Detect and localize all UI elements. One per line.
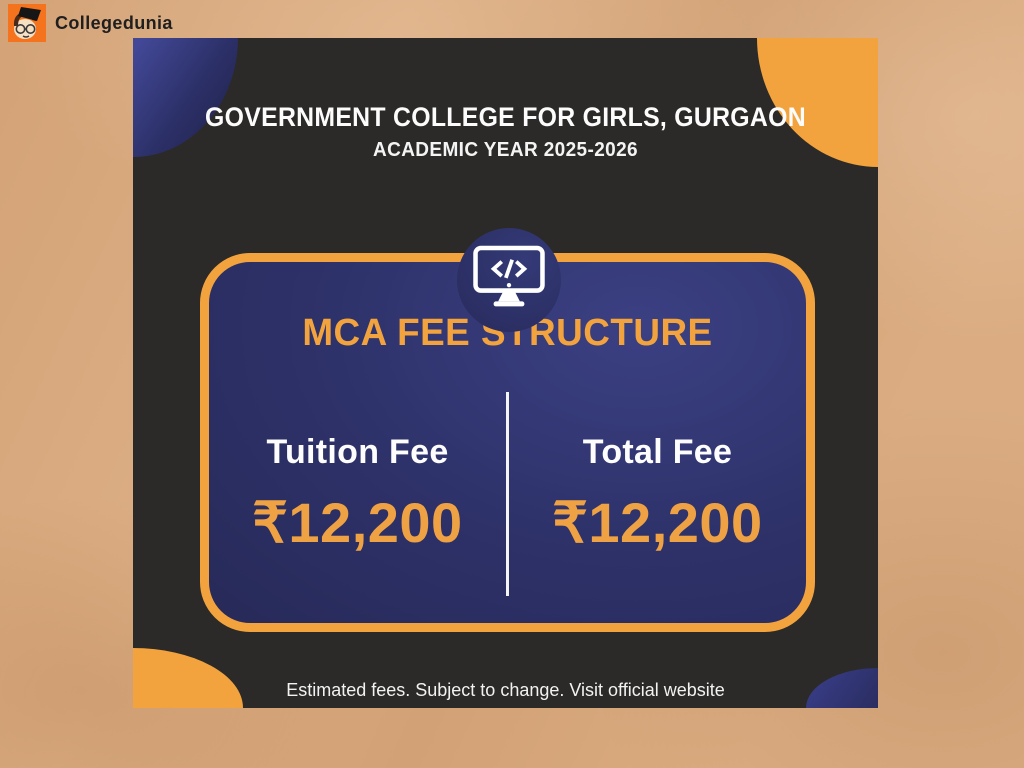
academic-year-subtitle: ACADEMIC YEAR 2025-2026 xyxy=(373,139,638,161)
total-fee-column: Total Fee ₹12,200 xyxy=(509,392,806,596)
tuition-fee-value: ₹12,200 xyxy=(252,490,463,554)
total-fee-value: ₹12,200 xyxy=(552,490,763,554)
poster-header: GOVERNMENT COLLEGE FOR GIRLS, GURGAON AC… xyxy=(133,102,878,162)
brand-header: Collegedunia xyxy=(8,4,173,42)
fee-row: Tuition Fee ₹12,200 Total Fee ₹12,200 xyxy=(209,392,806,596)
college-title: GOVERNMENT COLLEGE FOR GIRLS, GURGAON xyxy=(205,102,806,132)
fee-structure-panel: MCA FEE STRUCTURE Tuition Fee ₹12,200 To… xyxy=(200,253,815,632)
vertical-divider xyxy=(506,392,509,596)
code-monitor-icon xyxy=(457,228,561,332)
tuition-fee-column: Tuition Fee ₹12,200 xyxy=(209,392,506,596)
tuition-fee-label: Tuition Fee xyxy=(266,432,449,471)
poster-card: GOVERNMENT COLLEGE FOR GIRLS, GURGAON AC… xyxy=(133,38,878,708)
brand-name: Collegedunia xyxy=(55,12,173,33)
total-fee-label: Total Fee xyxy=(582,432,733,471)
disclaimer-text: Estimated fees. Subject to change. Visit… xyxy=(286,680,725,700)
collegedunia-mascot-icon xyxy=(8,4,46,42)
